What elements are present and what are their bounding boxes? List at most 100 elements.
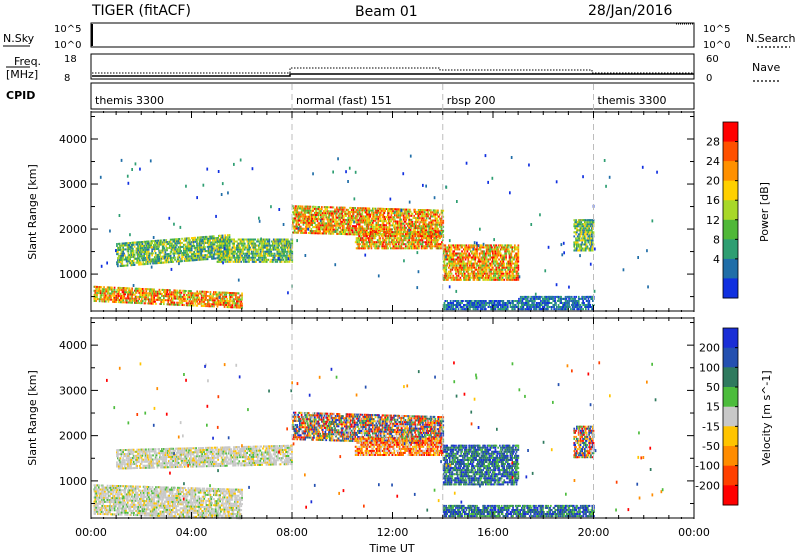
echo-cell	[177, 295, 179, 298]
echo-cell	[324, 224, 327, 227]
echo-cell	[212, 299, 214, 302]
echo-cell	[197, 246, 200, 249]
echo-cell	[460, 256, 462, 259]
echo-cell	[373, 235, 375, 238]
echo-cell	[311, 215, 313, 218]
echo-cell	[132, 261, 135, 264]
echo-cell	[418, 217, 421, 220]
echo-cell	[350, 231, 352, 234]
echo-cell	[173, 254, 175, 257]
echo-cell	[349, 229, 351, 232]
echo-cell	[442, 221, 445, 224]
echo-cell	[183, 304, 185, 307]
echo-cell	[260, 254, 263, 257]
echo-cell	[241, 306, 243, 309]
echo-cell	[258, 244, 260, 247]
echo-cell	[396, 228, 399, 231]
echo-cell	[343, 210, 346, 213]
echo-cell	[348, 225, 350, 228]
echo-cell	[232, 294, 235, 297]
echo-cell	[382, 245, 384, 248]
echo-cell	[361, 247, 364, 250]
echo-cell	[128, 287, 131, 290]
echo-cell	[405, 212, 408, 215]
echo-cell	[326, 212, 328, 215]
echo-cell	[371, 229, 373, 232]
echo-cell	[343, 225, 345, 227]
echo-cell	[270, 258, 272, 261]
echo-cell	[237, 292, 240, 295]
echo-cell	[396, 214, 399, 217]
echo-cell	[127, 246, 130, 249]
echo-cell	[173, 289, 176, 292]
echo-cell	[218, 234, 220, 237]
echo-cell	[317, 232, 320, 235]
echo-cell	[209, 247, 211, 250]
echo-cell	[285, 260, 287, 263]
echo-cell	[316, 220, 319, 223]
echo-cell	[411, 220, 414, 223]
echo-cell	[226, 297, 228, 300]
echo-cell	[385, 220, 387, 223]
echo-cell	[408, 218, 410, 221]
echo-cell	[242, 252, 244, 255]
echo-cell	[300, 227, 303, 230]
echo-cell	[371, 231, 374, 234]
echo-cell	[238, 296, 241, 299]
echo-cell	[318, 224, 321, 227]
echo-cell	[95, 287, 97, 290]
echo-cell	[121, 250, 124, 253]
echo-cell	[204, 290, 206, 293]
echo-cell	[373, 211, 376, 214]
echo-cell	[289, 258, 292, 261]
echo-cell	[349, 213, 351, 215]
echo-cell	[394, 235, 397, 238]
echo-cell	[209, 249, 211, 252]
echo-cell	[326, 218, 328, 221]
echo-cell	[227, 240, 229, 243]
echo-cell	[125, 297, 127, 300]
echo-cell	[198, 236, 201, 239]
echo-cell	[153, 294, 155, 297]
echo-cell	[179, 250, 182, 253]
echo-cell	[407, 222, 409, 225]
echo-cell	[413, 214, 416, 217]
echo-cell	[128, 293, 131, 296]
echo-cell	[117, 259, 119, 262]
echo-cell	[259, 246, 262, 249]
echo-cell	[97, 298, 99, 301]
echo-cell	[301, 229, 304, 232]
echo-cell	[473, 262, 476, 265]
echo-cell	[176, 291, 178, 294]
echo-cell	[339, 230, 342, 233]
echo-cell	[126, 244, 129, 247]
echo-cell	[322, 222, 325, 225]
echo-cell	[312, 205, 314, 208]
echo-cell	[471, 252, 474, 255]
echo-cell	[309, 221, 312, 224]
echo-cell	[120, 301, 123, 304]
echo-cell	[263, 254, 265, 257]
echo-cell	[183, 243, 185, 246]
echo-cell	[169, 293, 171, 296]
echo-cell	[438, 213, 441, 216]
echo-cell	[431, 227, 434, 230]
echo-cell	[351, 217, 354, 220]
echo-cell	[224, 242, 227, 245]
echo-cell	[130, 291, 133, 294]
echo-cell	[215, 301, 218, 304]
echo-cell	[440, 223, 443, 226]
echo-cell	[264, 244, 266, 247]
echo-cell	[379, 239, 382, 242]
echo-cell	[252, 260, 255, 263]
echo-cell	[360, 213, 363, 216]
echo-cell	[190, 294, 192, 297]
echo-cell	[266, 250, 269, 253]
echo-cell	[350, 206, 352, 209]
echo-cell	[190, 259, 192, 262]
echo-cell	[221, 240, 223, 243]
echo-cell	[460, 278, 462, 281]
echo-cell	[345, 214, 348, 217]
echo-cell	[188, 259, 190, 262]
echo-cell	[193, 245, 196, 247]
